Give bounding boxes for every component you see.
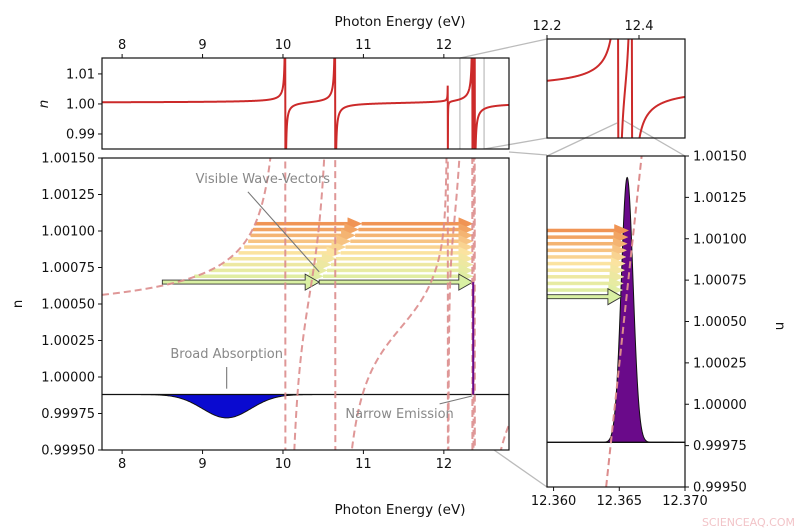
x-tick-label: 12 [436,38,453,53]
zoom-connector-line [493,449,548,488]
x-tick-label: 11 [355,38,372,53]
y-tick-label: 1.00050 [693,315,747,330]
y-tick-label: 1.00150 [41,152,95,167]
x-tick-label: 8 [118,457,126,472]
plot-area [547,156,685,487]
y-tick-label: 1.00075 [41,261,95,276]
zoom-connector-line [508,151,548,156]
y-tick-label: 1.00100 [41,225,95,240]
narrow-emission-peak [547,176,685,443]
wave-vector-arrow [248,234,352,248]
x-tick-label: 9 [198,38,206,53]
watermark: SCIENCEAQ.COM [702,516,795,529]
y-tick-label: 0.99950 [693,481,747,496]
y-tick-label: 1.00125 [693,191,747,206]
y-tick-label: 0.99975 [693,439,747,454]
y-tick-label: 1.01 [66,67,95,82]
wave-vector-arrow [252,223,360,236]
wave-vector-arrow [244,240,347,254]
annotation-label: Broad Absorption [170,347,283,362]
x-tick-label: 10 [275,457,292,472]
x-tick-label: 9 [198,457,206,472]
zoom-connector-line [546,122,618,157]
zoom-connector-line [483,137,548,150]
y-tick-label: 1.00 [66,97,95,112]
y-tick-label: 0.99975 [41,407,95,422]
x-tick-label: 8 [118,38,126,53]
wave-vector-arrow [194,269,324,283]
top-xlabel: Photon Energy (eV) [335,14,466,30]
wave-vector-arrow [318,273,474,291]
plot-area [102,58,509,149]
wave-vector-arrow [547,224,630,237]
main-xlabel: Photon Energy (eV) [335,502,466,518]
x-tick-label: 12.4 [625,19,654,34]
plot-area [102,158,509,450]
top-ylabel: n [36,100,52,109]
y-tick-label: 1.00000 [693,398,747,413]
dispersion-dashed-curve [102,158,509,450]
wave-vector-arrow [547,230,629,244]
plot-area [547,39,685,138]
zoom-connector-line [459,38,548,59]
x-tick-label: 12.360 [531,494,577,509]
wave-vector-arrow [547,287,623,306]
inset-frame [546,38,686,139]
wave-vector-arrow [250,229,357,242]
wave-vector-arrow [547,243,628,257]
y-tick-label: 1.00025 [693,356,747,371]
x-tick-label: 12 [436,457,453,472]
refractive-index-curve [102,58,509,149]
x-tick-label: 12.2 [533,19,562,34]
wave-vector-arrow [238,246,342,260]
y-tick-label: 1.00050 [41,298,95,313]
annotation-pointer [247,191,320,273]
main-panel: Visible Wave-Vectors Broad Absorption Narr… [41,152,510,472]
y-tick-label: 1.00025 [41,334,95,349]
annotation-label: Narrow Emission [345,407,453,422]
y-tick-label: 1.00150 [693,150,747,165]
wave-vector-arrow [547,263,626,277]
y-tick-label: 0.99950 [41,444,95,459]
dispersion-dashed-line [605,156,643,487]
emission-zoom-ylabel: n [772,322,788,331]
annotation-pointer [439,395,473,405]
x-tick-label: 11 [355,457,372,472]
x-tick-label: 10 [275,38,292,53]
wave-vector-arrow [161,273,321,291]
wave-vector-arrow [547,237,628,251]
refractive-index-curve-zoom [547,39,685,138]
x-tick-label: 12.370 [662,494,708,509]
x-tick-label: 12.365 [597,494,643,509]
wave-vector-arrow [210,264,328,277]
wave-vector-arrow [255,217,363,231]
wave-vector-arrow [230,252,337,266]
y-tick-label: 0.99 [66,127,95,142]
top-panel: 8 9 10 11 12 0.99 1.00 1.01 [66,38,510,150]
y-tick-label: 1.00125 [41,188,95,203]
wave-vector-arrow [222,258,332,271]
y-tick-label: 1.00100 [693,232,747,247]
annotation-label: Visible Wave-Vectors [196,172,331,187]
wave-vector-arrow [547,250,627,264]
main-ylabel: n [10,300,26,309]
y-tick-label: 1.00000 [41,371,95,386]
wave-vector-arrow [547,257,626,270]
top-inset-panel: 12.2 12.4 [533,19,686,139]
y-tick-label: 1.00075 [693,274,747,289]
wave-vector-arrow [547,270,625,284]
wave-vector-arrow [547,277,624,290]
